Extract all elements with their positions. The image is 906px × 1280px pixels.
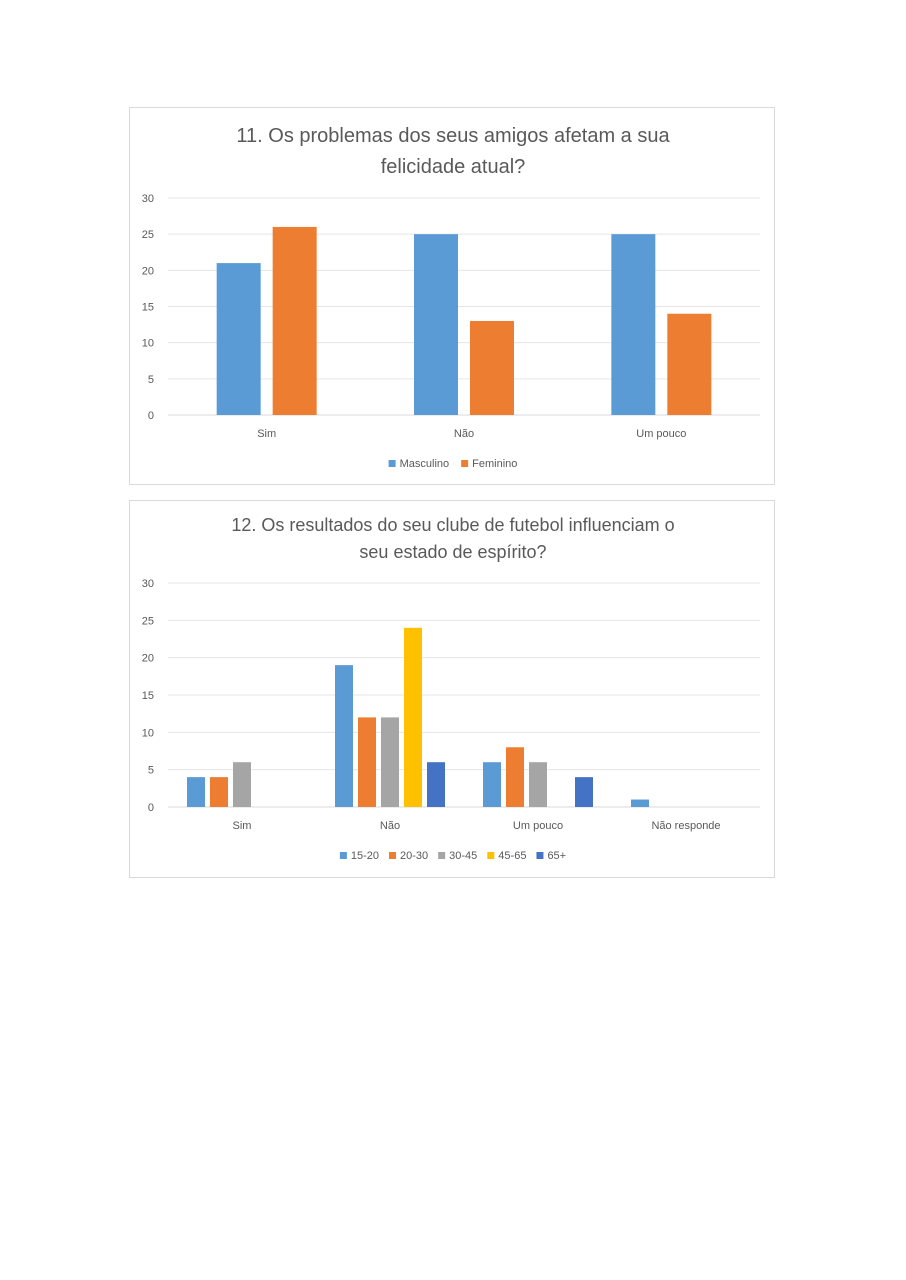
chart-2-svg: 12. Os resultados do seu clube de futebo…: [142, 515, 760, 862]
chart-1-title-line-1: 11. Os problemas dos seus amigos afetam …: [236, 125, 670, 147]
chart-1-y-tick-label: 15: [142, 302, 154, 314]
chart-1-x-tick-label: Um pouco: [636, 428, 686, 440]
chart-1-bar-feminino-0: [272, 226, 317, 415]
chart-1-container: 11. Os problemas dos seus amigos afetam …: [129, 107, 775, 485]
chart-2-legend-swatch: [389, 852, 397, 859]
chart-2-bar-15-20-2: [483, 762, 501, 807]
chart-2-legend-label: 30-45: [449, 850, 477, 862]
chart-1-legend-swatch: [461, 460, 469, 467]
chart-2-legend-swatch: [487, 852, 495, 859]
chart-2-legend-label: 15-20: [351, 850, 379, 862]
chart-2-container: 12. Os resultados do seu clube de futebo…: [129, 500, 775, 878]
chart-2-bar-30-45-0: [233, 762, 251, 807]
chart-2-title-line-2: seu estado de espírito?: [359, 542, 546, 562]
chart-1-bar-masculino-2: [611, 234, 656, 415]
chart-2-y-tick-label: 20: [142, 653, 154, 665]
chart-2-bar-30-45-2: [529, 762, 547, 807]
chart-2-bar-15-20-1: [335, 665, 353, 807]
chart-2-bar-45-65-1: [404, 627, 422, 807]
chart-1-y-tick-label: 25: [142, 229, 154, 241]
chart-1-legend-swatch: [388, 460, 396, 467]
chart-2-y-tick-label: 10: [142, 727, 154, 739]
chart-1-x-tick-label: Não: [454, 428, 474, 440]
chart-2-legend-swatch: [536, 852, 544, 859]
chart-2-bar-20-30-2: [506, 747, 524, 807]
chart-2-legend-label: 45-65: [498, 850, 526, 862]
chart-2-title-line-1: 12. Os resultados do seu clube de futebo…: [231, 515, 674, 535]
chart-2-x-tick-label: Não responde: [651, 820, 720, 832]
chart-2-bar-15-20-0: [187, 777, 205, 807]
chart-2-bar-20-30-1: [358, 717, 376, 807]
chart-2-y-tick-label: 0: [148, 802, 154, 814]
chart-2-bar-65--2: [575, 777, 593, 807]
chart-1-bar-feminino-2: [667, 313, 712, 415]
chart-1-x-tick-label: Sim: [257, 428, 276, 440]
chart-1-bar-masculino-1: [414, 234, 458, 415]
chart-1-legend: Masculino Feminino: [388, 458, 517, 470]
chart-1-y-tick-label: 20: [142, 265, 154, 277]
chart-2-y-tick-label: 15: [142, 690, 154, 702]
chart-2-bar-30-45-1: [381, 717, 399, 807]
chart-2-x-tick-label: Um pouco: [513, 820, 563, 832]
chart-1-y-tick-label: 30: [142, 193, 154, 205]
chart-2-y-tick-label: 25: [142, 615, 154, 627]
chart-2-bar-20-30-0: [210, 777, 228, 807]
chart-1-y-tick-label: 10: [142, 338, 154, 350]
chart-1-legend-label: Masculino: [400, 458, 450, 470]
chart-2-y-tick-label: 30: [142, 578, 154, 590]
chart-2-legend: 15-20 20-30 30-45 45-65 65+: [339, 850, 566, 862]
chart-1-bar-masculino-0: [216, 263, 261, 415]
chart-2-bar-15-20-3: [631, 799, 649, 807]
chart-1-title-line-2: felicidade atual?: [381, 156, 526, 178]
chart-2-x-tick-label: Não: [380, 820, 400, 832]
chart-2-x-tick-label: Sim: [233, 820, 252, 832]
chart-1-legend-label: Feminino: [472, 458, 517, 470]
chart-1-svg: 11. Os problemas dos seus amigos afetam …: [142, 125, 760, 470]
chart-1-bar-feminino-1: [470, 320, 514, 415]
chart-1-y-tick-label: 5: [148, 374, 154, 386]
chart-2-legend-label: 65+: [547, 850, 566, 862]
chart-2-legend-swatch: [339, 852, 347, 859]
chart-2-legend-label: 20-30: [400, 850, 428, 862]
chart-1-y-tick-label: 0: [148, 410, 154, 422]
chart-2-bar-65--1: [427, 762, 445, 807]
chart-2-legend-swatch: [438, 852, 446, 859]
chart-2-y-tick-label: 5: [148, 765, 154, 777]
